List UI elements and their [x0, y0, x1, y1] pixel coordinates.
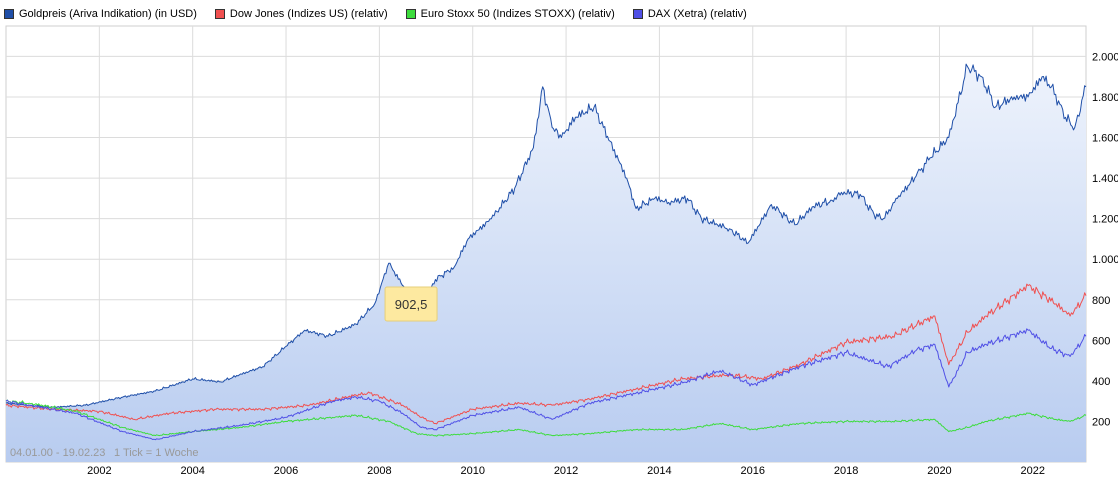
- y-tick-label: 1.400: [1092, 173, 1118, 185]
- chart-legend: Goldpreis (Ariva Indikation) (in USD) Dow…: [4, 6, 747, 22]
- legend-label: Euro Stoxx 50 (Indizes STOXX) (relativ): [420, 8, 615, 20]
- series-line-0[interactable]: [5, 63, 1087, 409]
- legend-item[interactable]: Goldpreis (Ariva Indikation) (in USD): [4, 6, 197, 22]
- x-tick-label: 2018: [834, 465, 858, 477]
- legend-item[interactable]: Euro Stoxx 50 (Indizes STOXX) (relativ): [405, 6, 615, 22]
- y-tick-label: 400: [1092, 376, 1110, 388]
- value-tooltip: [384, 286, 438, 322]
- legend-swatch: [214, 9, 225, 19]
- y-tick-label: 200: [1092, 416, 1110, 428]
- legend-label: Dow Jones (Indizes US) (relativ): [229, 8, 388, 20]
- tooltip-value: 902,5: [395, 297, 428, 312]
- x-tick-label: 2006: [274, 465, 298, 477]
- legend-item[interactable]: Dow Jones (Indizes US) (relativ): [214, 6, 388, 22]
- series-line-2[interactable]: [5, 399, 1087, 437]
- series-area-gold: [6, 64, 1086, 462]
- tick-interval-label: 1 Tick = 1 Woche: [114, 447, 198, 459]
- y-tick-label: 800: [1092, 295, 1110, 307]
- legend-label: Goldpreis (Ariva Indikation) (in USD): [19, 8, 197, 20]
- y-tick-label: 1.000: [1092, 254, 1118, 266]
- legend-label: DAX (Xetra) (relativ): [647, 8, 747, 20]
- y-tick-label: 1.200: [1092, 214, 1118, 226]
- legend-swatch: [4, 9, 14, 19]
- y-tick-label: 2.000: [1092, 51, 1118, 63]
- series-line-1[interactable]: [5, 283, 1087, 425]
- y-tick-label: 600: [1092, 335, 1110, 347]
- y-tick-label: 1.600: [1092, 133, 1118, 145]
- x-tick-label: 2016: [741, 465, 765, 477]
- y-tick-label: 1.800: [1092, 92, 1118, 104]
- x-tick-label: 2014: [647, 465, 671, 477]
- x-tick-label: 2002: [87, 465, 111, 477]
- series-line-3[interactable]: [5, 328, 1087, 441]
- x-tick-label: 2022: [1021, 465, 1045, 477]
- legend-swatch: [632, 9, 643, 19]
- x-tick-label: 2020: [927, 465, 951, 477]
- legend-swatch: [405, 9, 416, 19]
- date-range-label: 04.01.00 - 19.02.23: [10, 447, 105, 459]
- x-tick-label: 2008: [367, 465, 391, 477]
- x-tick-label: 2010: [460, 465, 484, 477]
- x-tick-label: 2004: [180, 465, 204, 477]
- x-tick-label: 2012: [554, 465, 578, 477]
- legend-item[interactable]: DAX (Xetra) (relativ): [632, 6, 747, 22]
